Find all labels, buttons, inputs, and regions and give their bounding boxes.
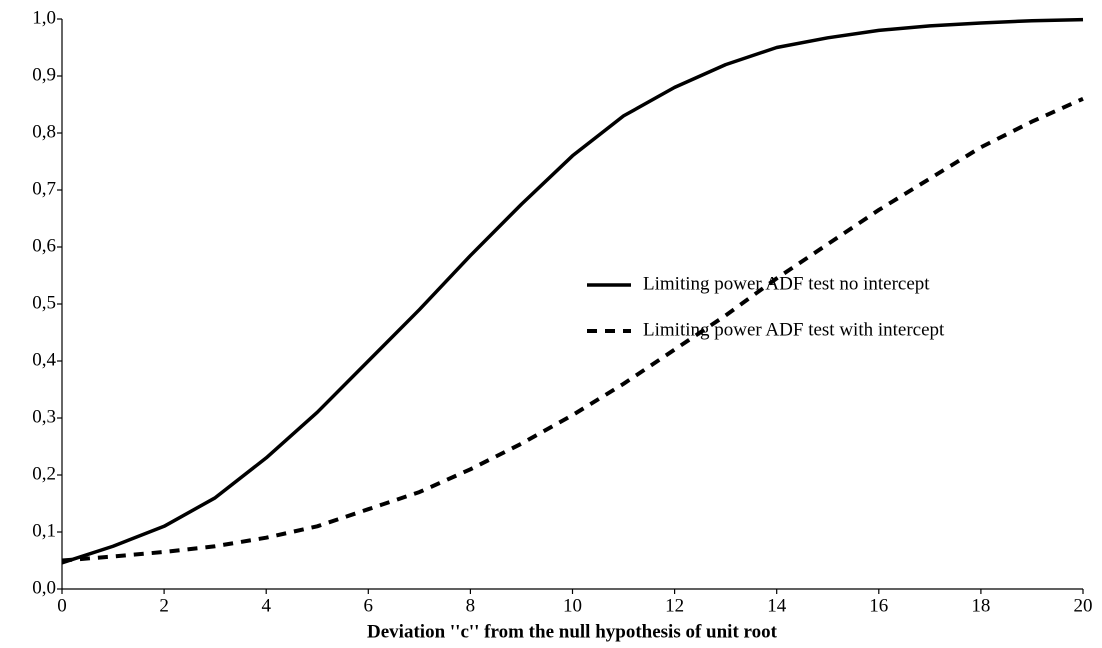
y-tick-label: 0,9	[32, 64, 56, 85]
x-tick-label: 4	[261, 595, 271, 616]
x-tick-label: 14	[767, 595, 787, 616]
x-tick-label: 8	[466, 595, 476, 616]
x-tick-label: 10	[563, 595, 582, 616]
y-tick-label: 0,5	[32, 292, 56, 313]
y-tick-label: 1,0	[32, 7, 56, 28]
line-series	[61, 17, 1084, 565]
x-tick-label: 2	[159, 595, 169, 616]
y-tick-label: 0,3	[32, 406, 56, 427]
y-tick-label: 0,0	[32, 577, 56, 598]
y-tick-label: 0,4	[32, 349, 56, 370]
y-tick-label: 0,8	[32, 121, 56, 142]
x-tick-label: 0	[57, 595, 67, 616]
y-tick-label: 0,6	[32, 235, 56, 256]
legend-label: Limiting power ADF test with intercept	[643, 319, 945, 340]
x-tick-label: 18	[971, 595, 990, 616]
x-tick-label: 20	[1074, 595, 1093, 616]
x-tick-label: 6	[364, 595, 374, 616]
line-series	[61, 96, 1084, 563]
x-tick-label: 16	[869, 595, 888, 616]
y-tick-label: 0,7	[32, 178, 56, 199]
y-tick-label: 0,2	[32, 463, 56, 484]
x-axis-label: Deviation ''c'' from the null hypothesis…	[367, 621, 778, 642]
legend-label: Limiting power ADF test no intercept	[643, 273, 930, 294]
y-tick-label: 0,1	[32, 520, 56, 541]
x-tick-label: 12	[665, 595, 684, 616]
